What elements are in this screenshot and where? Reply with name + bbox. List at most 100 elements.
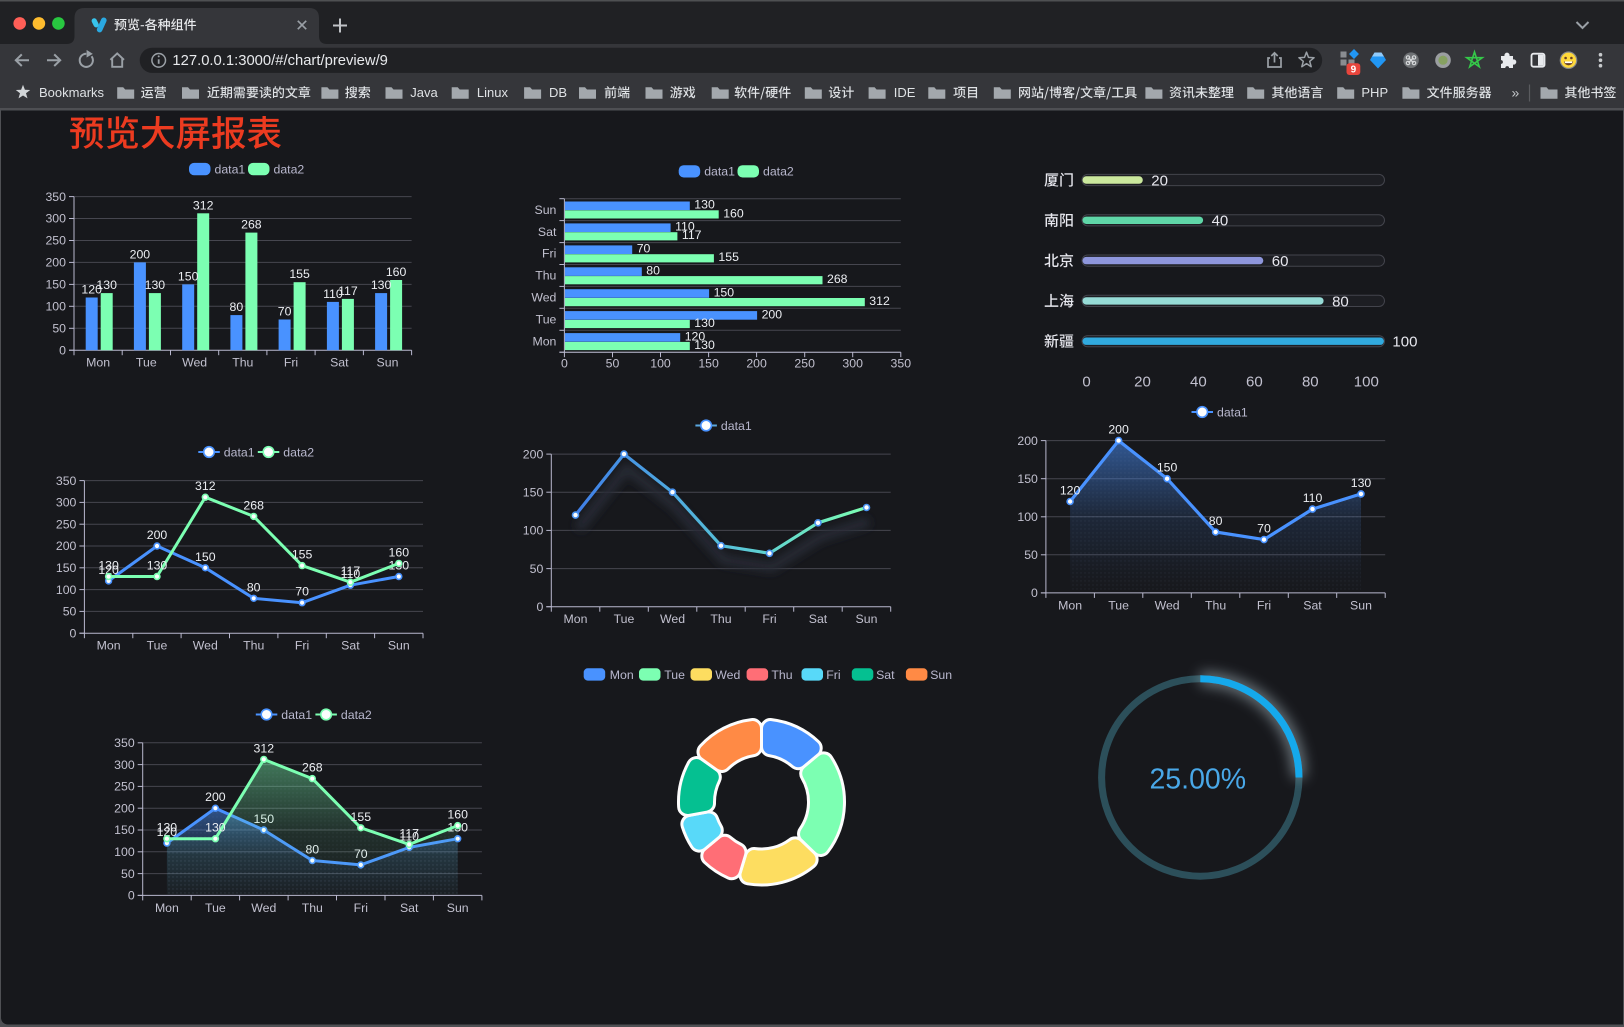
svg-text:0: 0 [1031,586,1038,600]
svg-text:50: 50 [606,357,620,371]
svg-text:Wed: Wed [715,668,740,682]
svg-text:155: 155 [292,548,313,562]
svg-text:Wed: Wed [182,356,207,370]
svg-text:117: 117 [338,284,358,298]
svg-text:0: 0 [1082,374,1090,391]
svg-text:50: 50 [1024,548,1038,562]
svg-text:80: 80 [230,300,244,314]
svg-text:PHP: PHP [1361,85,1388,100]
svg-text:268: 268 [241,218,262,232]
svg-text:300: 300 [45,212,66,226]
svg-text:268: 268 [302,761,323,775]
svg-text:120: 120 [685,329,706,343]
svg-text:Sun: Sun [388,639,410,653]
svg-text:110: 110 [341,567,361,581]
svg-text:Java: Java [410,85,438,100]
svg-text:130: 130 [694,198,715,212]
svg-text:200: 200 [56,539,77,553]
svg-text:100: 100 [523,524,544,538]
svg-text:155: 155 [289,267,310,281]
svg-text:160: 160 [386,265,407,279]
svg-text:160: 160 [723,206,744,220]
svg-text:Sat: Sat [1303,598,1322,612]
svg-text:100: 100 [1354,374,1379,391]
svg-text:Tue: Tue [614,612,635,626]
svg-text:120: 120 [98,563,119,577]
svg-text:Wed: Wed [1155,598,1180,612]
svg-text:0: 0 [59,343,66,357]
svg-text:350: 350 [114,736,135,750]
svg-text:110: 110 [1303,491,1323,505]
svg-text:150: 150 [56,561,77,575]
svg-text:120: 120 [1060,484,1081,498]
svg-text:80: 80 [1302,374,1319,391]
svg-text:70: 70 [1257,522,1271,536]
svg-text:Fri: Fri [762,612,776,626]
svg-text:data2: data2 [283,445,314,459]
svg-text:Sun: Sun [930,668,952,682]
svg-text:150: 150 [1017,472,1038,486]
svg-text:Fri: Fri [826,668,840,682]
svg-text:Bookmarks: Bookmarks [39,85,105,100]
svg-text:100: 100 [56,583,77,597]
svg-text:data2: data2 [274,162,305,176]
svg-text:150: 150 [114,823,135,837]
svg-text:data1: data1 [215,162,246,176]
svg-text:Wed: Wed [660,612,685,626]
svg-text:Mon: Mon [610,668,634,682]
svg-text:Sat: Sat [341,639,360,653]
svg-text:Sun: Sun [1350,598,1372,612]
svg-text:Thu: Thu [771,668,792,682]
svg-text:150: 150 [714,285,735,299]
svg-text:Mon: Mon [86,356,110,370]
svg-text:268: 268 [243,498,264,512]
svg-text:Fri: Fri [284,356,298,370]
svg-text:Sun: Sun [535,203,557,217]
svg-text:117: 117 [341,564,361,578]
svg-text:Fri: Fri [542,247,556,261]
svg-text:Thu: Thu [232,356,253,370]
svg-text:350: 350 [45,190,66,204]
svg-text:Sat: Sat [330,356,349,370]
svg-text:40: 40 [1190,374,1207,391]
svg-text:130: 130 [694,338,715,352]
svg-text:100: 100 [650,357,671,371]
svg-text:data1: data1 [704,165,735,179]
svg-text:data2: data2 [341,708,372,722]
svg-text:Sun: Sun [447,901,469,915]
svg-text:200: 200 [130,247,151,261]
svg-text:60: 60 [1246,374,1263,391]
svg-text:130: 130 [147,559,168,573]
svg-text:Fri: Fri [295,639,309,653]
svg-text:0: 0 [70,626,77,640]
svg-text:Mon: Mon [532,334,556,348]
svg-text:data2: data2 [763,165,794,179]
svg-text:20: 20 [1134,374,1151,391]
svg-text:0: 0 [536,600,543,614]
svg-text:120: 120 [81,283,102,297]
svg-text:312: 312 [193,198,214,212]
svg-text:100: 100 [1392,334,1417,351]
svg-text:data1: data1 [224,445,255,459]
svg-text:150: 150 [523,485,544,499]
svg-text:20: 20 [1151,172,1168,189]
svg-text:Fri: Fri [354,901,368,915]
svg-text:70: 70 [637,242,651,256]
svg-text:300: 300 [56,496,77,510]
svg-text:200: 200 [762,307,783,321]
svg-text:Sat: Sat [809,612,828,626]
svg-text:Thu: Thu [710,612,731,626]
svg-text:40: 40 [1212,213,1229,230]
svg-text:Mon: Mon [1058,598,1082,612]
svg-text:data1: data1 [281,708,312,722]
svg-text:Sun: Sun [377,356,399,370]
svg-text:Thu: Thu [302,901,323,915]
svg-text:200: 200 [1108,423,1129,437]
svg-text:Tue: Tue [536,313,557,327]
svg-text:80: 80 [646,264,660,278]
svg-text:Tue: Tue [136,356,157,370]
svg-text:200: 200 [746,357,767,371]
svg-text:130: 130 [96,278,117,292]
svg-text:Fri: Fri [1257,598,1271,612]
svg-text:Mon: Mon [564,612,588,626]
